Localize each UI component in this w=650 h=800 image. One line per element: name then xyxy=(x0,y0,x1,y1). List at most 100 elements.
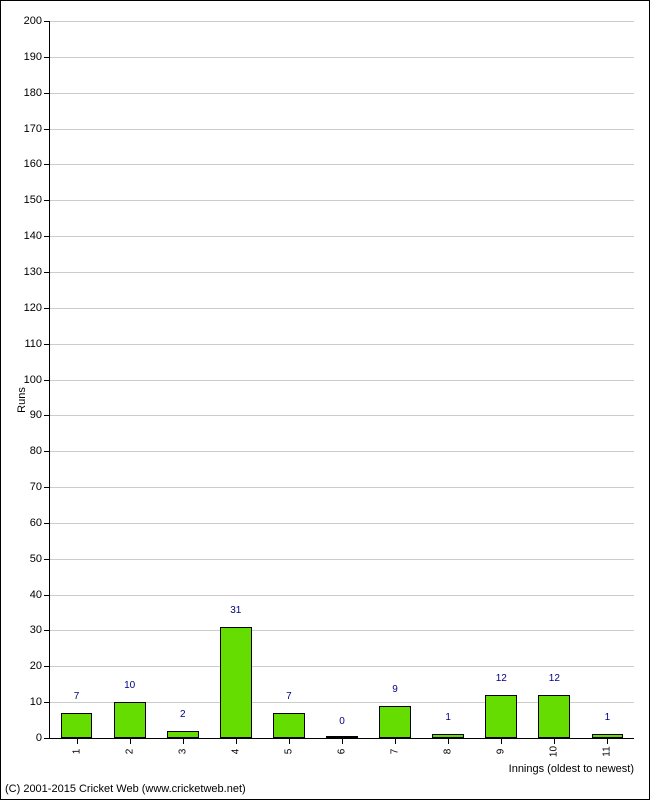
x-tick xyxy=(607,738,608,744)
y-tick-label: 110 xyxy=(24,338,42,350)
bar-value-label: 7 xyxy=(286,691,292,702)
grid-line xyxy=(50,451,634,452)
grid-line xyxy=(50,559,634,560)
y-tick-label: 120 xyxy=(24,302,42,314)
x-tick-label: 8 xyxy=(443,749,454,755)
bar-value-label: 9 xyxy=(392,684,398,695)
x-axis-title: Innings (oldest to newest) xyxy=(509,763,634,775)
x-tick-label: 6 xyxy=(337,749,348,755)
grid-line xyxy=(50,21,634,22)
copyright-text: (C) 2001-2015 Cricket Web (www.cricketwe… xyxy=(5,783,246,795)
x-tick xyxy=(448,738,449,744)
x-tick-label: 9 xyxy=(496,749,507,755)
bar-value-label: 10 xyxy=(124,680,135,691)
x-tick-label: 4 xyxy=(230,749,241,755)
x-tick-label: 11 xyxy=(602,746,613,756)
x-tick-label: 10 xyxy=(549,746,560,757)
x-tick xyxy=(130,738,131,744)
bar xyxy=(538,695,570,738)
y-tick-label: 100 xyxy=(24,374,42,386)
grid-line xyxy=(50,200,634,201)
grid-line xyxy=(50,523,634,524)
x-tick xyxy=(289,738,290,744)
bar-value-label: 12 xyxy=(549,673,560,684)
y-tick xyxy=(44,595,50,596)
y-tick xyxy=(44,559,50,560)
y-tick-label: 160 xyxy=(24,158,42,170)
grid-line xyxy=(50,93,634,94)
x-tick-label: 2 xyxy=(124,749,135,755)
y-tick xyxy=(44,164,50,165)
grid-line xyxy=(50,272,634,273)
x-tick xyxy=(77,738,78,744)
grid-line xyxy=(50,344,634,345)
y-tick xyxy=(44,666,50,667)
x-tick-label: 1 xyxy=(71,749,82,755)
y-tick-label: 80 xyxy=(30,445,42,457)
bar-value-label: 31 xyxy=(230,605,241,616)
chart-container: 0102030405060708090100110120130140150160… xyxy=(0,0,650,800)
y-tick-label: 0 xyxy=(36,732,42,744)
y-tick xyxy=(44,702,50,703)
grid-line xyxy=(50,57,634,58)
x-tick xyxy=(554,738,555,744)
grid-line xyxy=(50,487,634,488)
bar xyxy=(379,706,411,738)
y-tick xyxy=(44,630,50,631)
y-tick-label: 90 xyxy=(30,409,42,421)
y-tick xyxy=(44,738,50,739)
bar xyxy=(485,695,517,738)
y-tick xyxy=(44,308,50,309)
x-tick-label: 5 xyxy=(283,749,294,755)
y-tick xyxy=(44,487,50,488)
bar xyxy=(220,627,252,738)
y-tick xyxy=(44,380,50,381)
bar-value-label: 1 xyxy=(445,712,451,723)
bar-value-label: 12 xyxy=(496,673,507,684)
y-tick xyxy=(44,57,50,58)
x-tick xyxy=(395,738,396,744)
y-tick xyxy=(44,523,50,524)
y-tick xyxy=(44,21,50,22)
y-tick xyxy=(44,93,50,94)
y-tick xyxy=(44,415,50,416)
plot-area: 0102030405060708090100110120130140150160… xyxy=(49,21,634,739)
grid-line xyxy=(50,308,634,309)
y-tick-label: 70 xyxy=(30,481,42,493)
x-tick-label: 3 xyxy=(177,749,188,755)
grid-line xyxy=(50,415,634,416)
grid-line xyxy=(50,380,634,381)
bar xyxy=(114,702,146,738)
grid-line xyxy=(50,595,634,596)
grid-line xyxy=(50,129,634,130)
y-tick xyxy=(44,272,50,273)
y-tick-label: 40 xyxy=(30,589,42,601)
y-axis-title: Runs xyxy=(16,387,28,413)
bar-value-label: 7 xyxy=(74,691,80,702)
bar-value-label: 1 xyxy=(605,712,611,723)
bar-value-label: 0 xyxy=(339,716,345,727)
bar xyxy=(167,731,199,738)
y-tick xyxy=(44,200,50,201)
y-tick-label: 150 xyxy=(24,194,42,206)
y-tick-label: 10 xyxy=(30,696,42,708)
x-tick-label: 7 xyxy=(390,749,401,755)
bar xyxy=(61,713,93,738)
x-tick xyxy=(501,738,502,744)
bar-value-label: 2 xyxy=(180,709,186,720)
y-tick-label: 130 xyxy=(24,266,42,278)
y-tick xyxy=(44,344,50,345)
grid-line xyxy=(50,164,634,165)
y-tick-label: 180 xyxy=(24,87,42,99)
y-tick-label: 50 xyxy=(30,553,42,565)
grid-line xyxy=(50,666,634,667)
x-tick xyxy=(236,738,237,744)
y-tick xyxy=(44,129,50,130)
y-tick-label: 60 xyxy=(30,517,42,529)
y-tick-label: 190 xyxy=(24,51,42,63)
y-tick xyxy=(44,451,50,452)
y-tick-label: 170 xyxy=(24,123,42,135)
y-tick-label: 20 xyxy=(30,660,42,672)
x-tick xyxy=(342,738,343,744)
y-tick-label: 140 xyxy=(24,230,42,242)
